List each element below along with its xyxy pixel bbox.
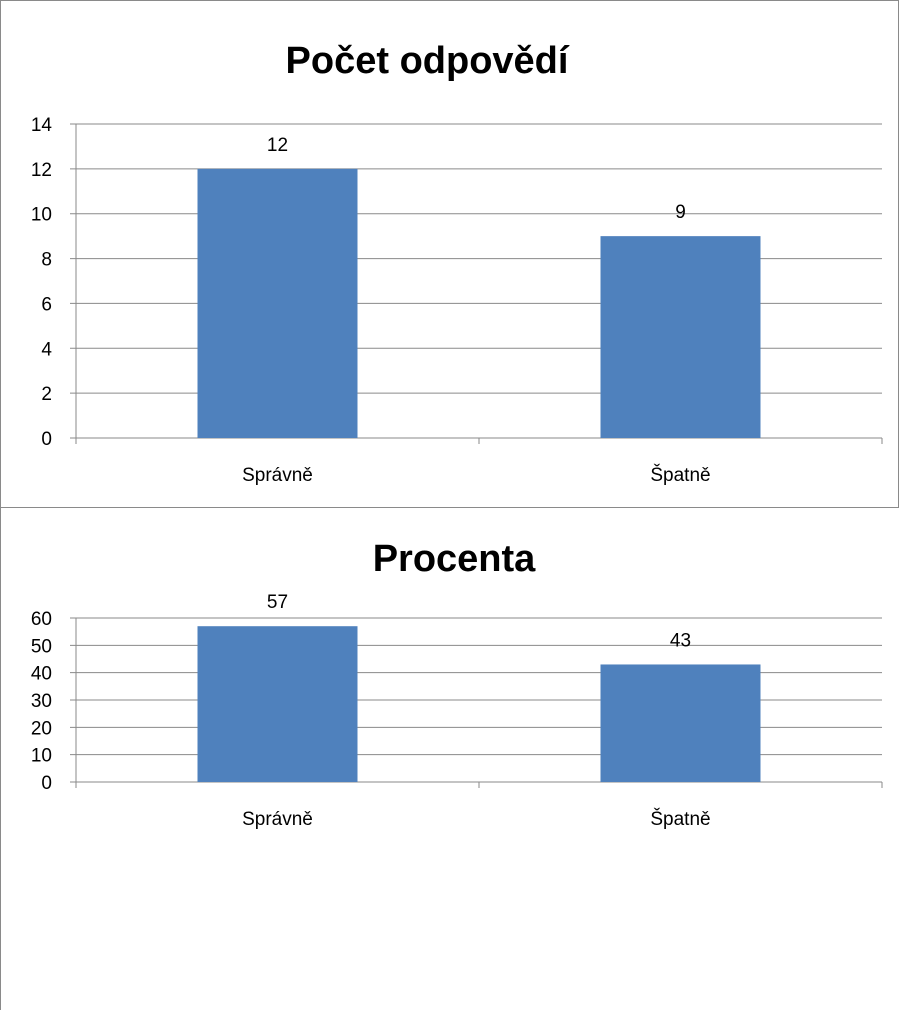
chart-percent-svg: Procenta 0 10 20 30 40 50 60 57 Správně 43 Špatně: [31, 538, 883, 830]
chart-title: Procenta: [373, 538, 536, 580]
bar-spravne: [197, 626, 358, 782]
y-tick-label: 60: [31, 609, 52, 630]
bar-spatne: [600, 664, 761, 782]
chart-panel-percent: Procenta 0 10 20 30 40 50 60 57 Správně 43 Špatně: [0, 507, 899, 1010]
bar-spravne: [197, 168, 358, 438]
chart-answers-svg: Počet odpovědí 0 2 4 6 8 10 12 14 12 Správně 9 Špatn…: [31, 40, 883, 486]
y-tick-label: 8: [41, 250, 52, 271]
category-label: Špatně: [650, 808, 710, 830]
y-tick-label: 2: [41, 384, 52, 405]
chart-title: Počet odpovědí: [286, 40, 570, 82]
data-label: 57: [267, 592, 288, 613]
category-label: Špatně: [650, 464, 710, 486]
y-tick-label: 30: [31, 691, 52, 712]
y-tick-label: 10: [31, 205, 52, 226]
data-label: 43: [670, 630, 691, 651]
category-label: Správně: [242, 809, 313, 830]
y-tick-label: 0: [41, 773, 52, 794]
data-label: 12: [267, 135, 288, 156]
y-tick-label: 0: [41, 429, 52, 450]
y-tick-label: 6: [41, 294, 52, 315]
y-tick-label: 10: [31, 746, 52, 767]
bar-spatne: [600, 236, 761, 438]
chart-panel-answers: Počet odpovědí 0 2 4 6 8 10 12 14 12 Správně 9 Špatn…: [0, 0, 899, 508]
y-tick-label: 12: [31, 160, 52, 181]
y-tick-label: 4: [41, 339, 52, 360]
category-label: Správně: [242, 465, 313, 486]
y-tick-label: 40: [31, 664, 52, 685]
data-label: 9: [675, 202, 686, 223]
y-tick-label: 14: [31, 115, 53, 136]
y-tick-label: 50: [31, 636, 52, 657]
y-tick-label: 20: [31, 718, 52, 739]
